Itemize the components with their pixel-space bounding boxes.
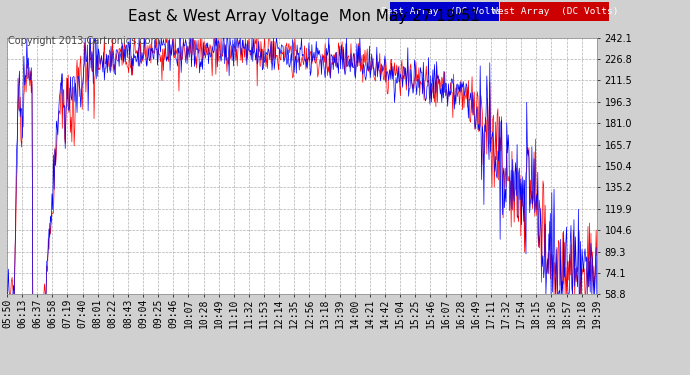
Text: West Array  (DC Volts): West Array (DC Volts) [491,7,618,16]
Text: East & West Array Voltage  Mon May 27 19:51: East & West Array Voltage Mon May 27 19:… [128,9,480,24]
Text: Copyright 2013 Cartronics.com: Copyright 2013 Cartronics.com [8,36,160,46]
Text: East Array  (DC Volts): East Array (DC Volts) [381,7,508,16]
